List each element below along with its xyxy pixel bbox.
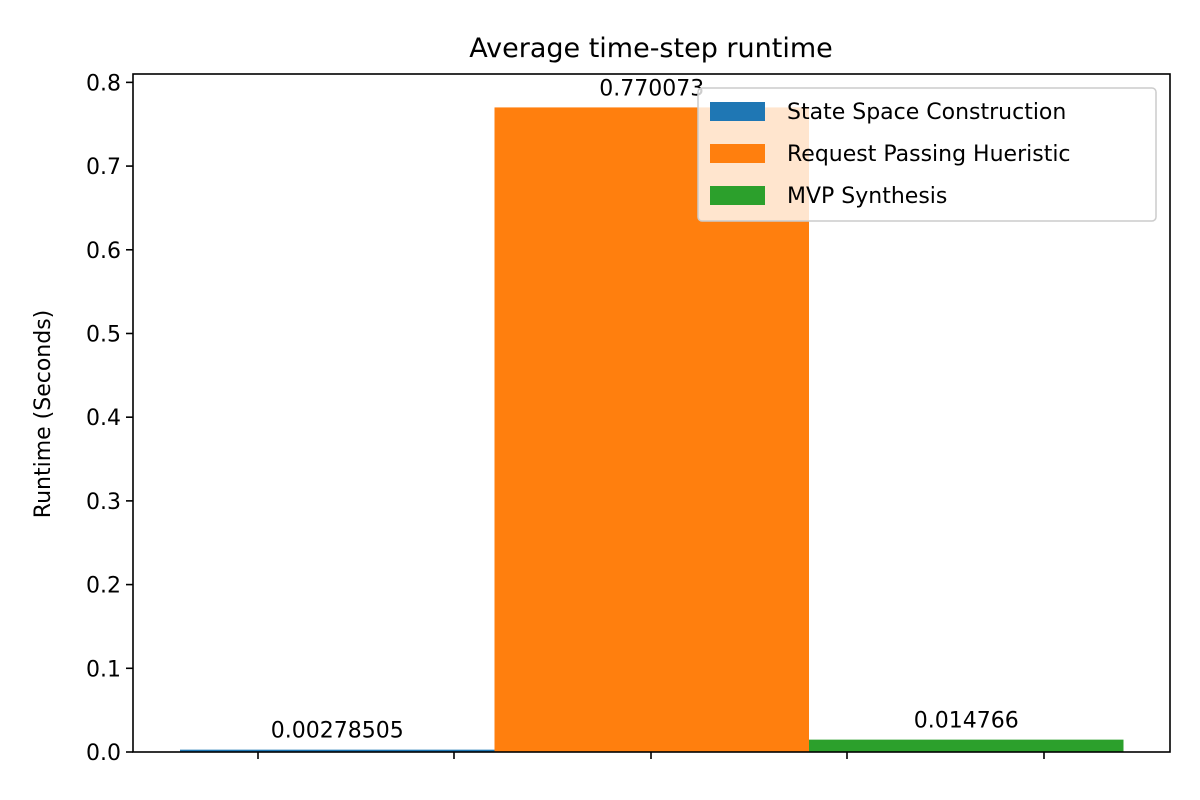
- bar-mvp-synthesis: [809, 739, 1124, 752]
- y-tick-label: 0.1: [86, 657, 121, 682]
- chart-title: Average time-step runtime: [469, 33, 833, 64]
- y-tick-label: 0.4: [86, 406, 121, 431]
- y-axis-title: Runtime (Seconds): [31, 310, 56, 518]
- y-tick-label: 0.0: [86, 741, 121, 766]
- legend-swatch: [710, 144, 765, 163]
- y-tick-label: 0.5: [86, 322, 121, 347]
- legend-entry: State Space Construction: [787, 100, 1066, 125]
- y-tick-label: 0.2: [86, 574, 121, 599]
- data-label: 0.770073: [599, 76, 704, 101]
- legend-box: [697, 87, 1157, 222]
- y-tick-label: 0.7: [86, 155, 121, 180]
- data-label: 0.00278505: [271, 719, 404, 744]
- y-tick-label: 0.6: [86, 239, 121, 264]
- data-label: 0.014766: [914, 709, 1019, 734]
- legend-swatch: [710, 186, 765, 205]
- bar-state-space-construction: [180, 749, 495, 752]
- legend: State Space Construction Request Passing …: [697, 87, 1157, 222]
- legend-entry: MVP Synthesis: [787, 184, 947, 209]
- legend-entry: Request Passing Hueristic: [787, 142, 1071, 167]
- legend-swatch: [710, 102, 765, 121]
- plot-area: 0.0 0.1 0.2 0.3 0.4 0.5 0.6 0.7 0.8 0.00278505 0.7…: [86, 71, 1171, 766]
- y-tick-label: 0.8: [86, 71, 121, 96]
- y-tick-label: 0.3: [86, 490, 121, 515]
